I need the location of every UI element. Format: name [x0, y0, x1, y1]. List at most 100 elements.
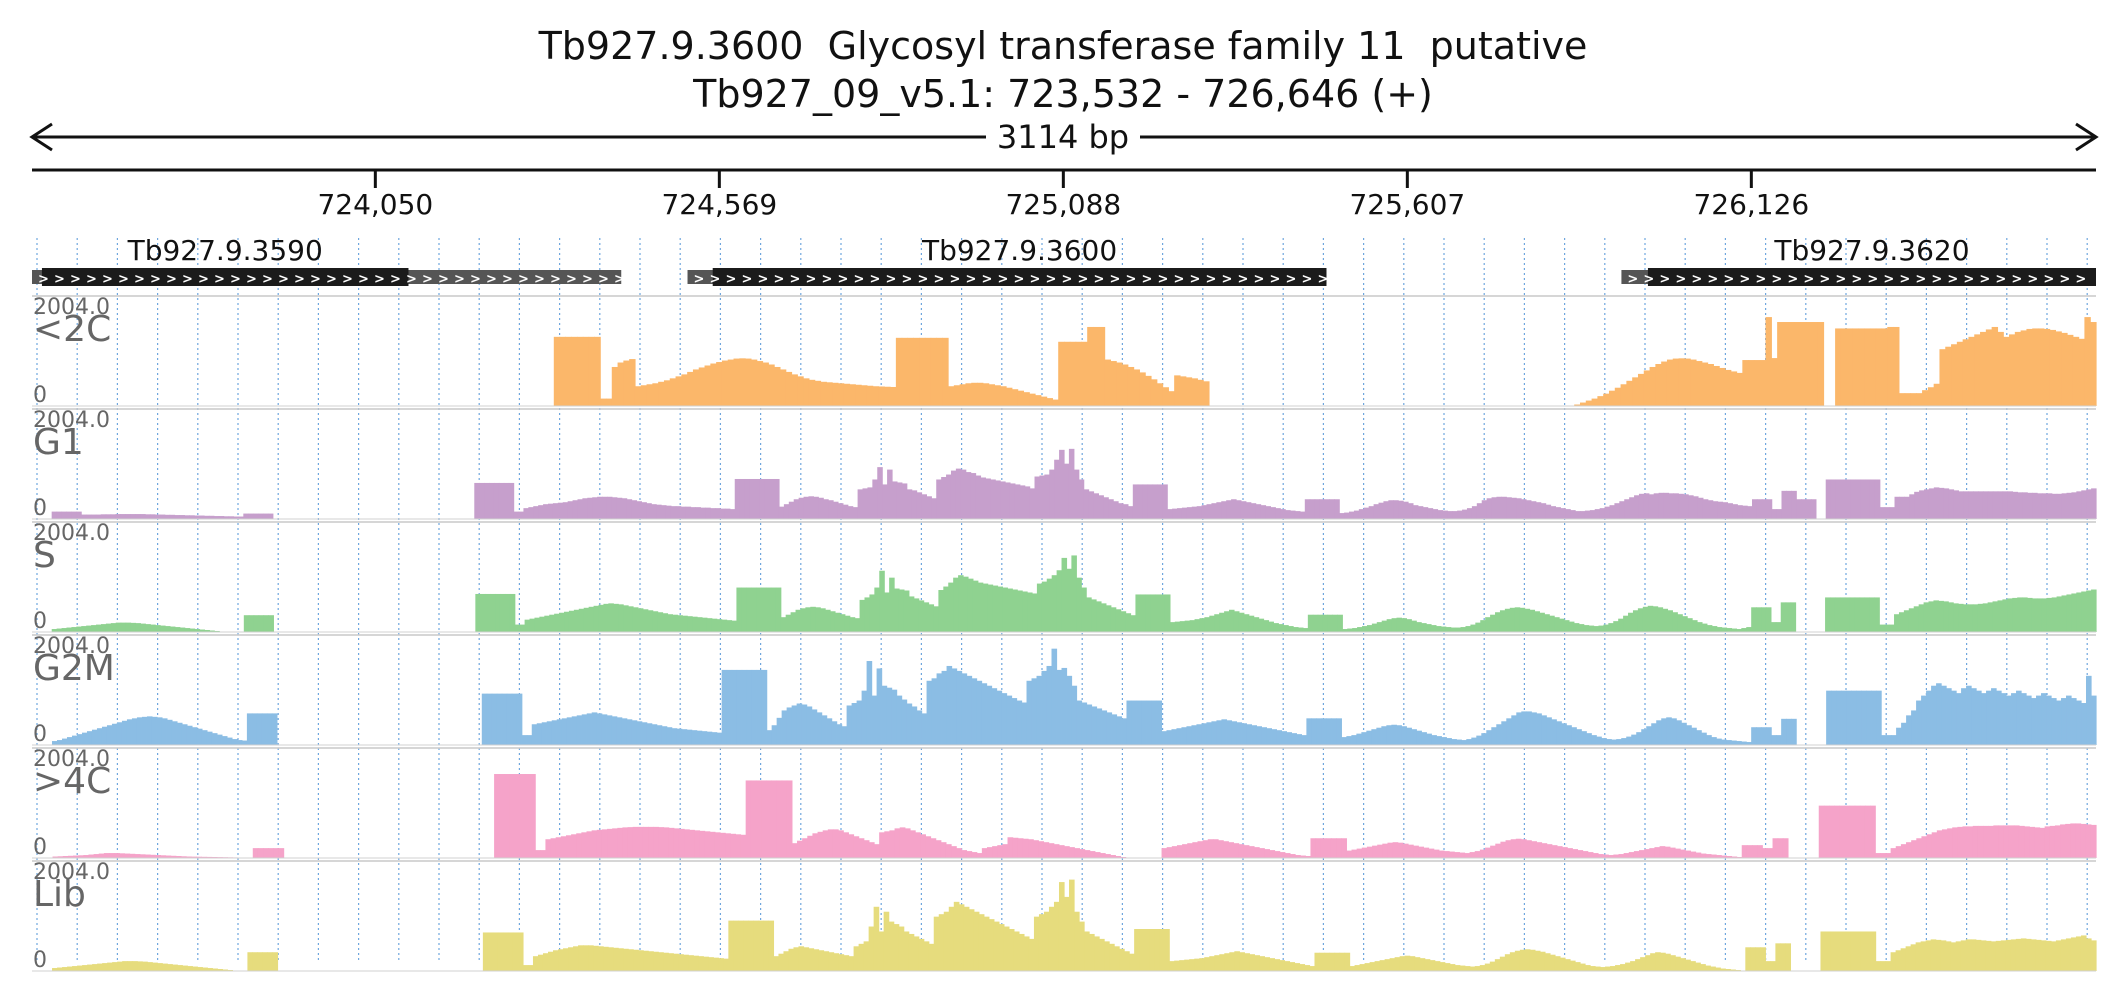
coverage-bar: [1671, 718, 1677, 745]
coverage-bar: [204, 630, 210, 632]
coverage-bar: [642, 609, 649, 632]
coverage-bar: [1069, 879, 1075, 971]
coverage-bar: [1864, 328, 1871, 406]
coverage-bar: [1706, 625, 1713, 632]
coverage-bar: [1664, 846, 1671, 858]
coverage-bar: [1850, 931, 1857, 971]
coverage-bar: [739, 478, 746, 519]
coverage-bar: [1066, 568, 1072, 632]
coverage-bar: [519, 774, 526, 858]
coverage-bar: [1924, 489, 1930, 519]
coverage-bar: [81, 626, 87, 632]
coverage-bar: [155, 855, 161, 858]
coverage-bar: [145, 624, 151, 632]
coverage-bar: [1870, 931, 1877, 971]
coverage-bar: [1288, 626, 1294, 632]
coverage-bar: [859, 599, 866, 632]
coverage-bar: [1958, 491, 1964, 519]
track-ymax-label: 2004.0: [33, 860, 110, 885]
coverage-bar: [884, 831, 891, 858]
coverage-bar: [812, 833, 819, 858]
coverage-bar: [661, 726, 668, 745]
coverage-bar: [1474, 851, 1481, 858]
coverage-bar: [1825, 479, 1832, 519]
coverage-bar: [881, 685, 888, 745]
coverage-bar: [1121, 364, 1129, 406]
coverage-bar: [1261, 727, 1268, 745]
coverage-bar: [67, 966, 73, 971]
coverage-bar: [1905, 946, 1912, 971]
coverage-bar: [745, 780, 752, 858]
coverage-bar: [1436, 736, 1442, 745]
coverage-bar: [1829, 597, 1836, 632]
coverage-bar: [783, 951, 790, 971]
coverage-bar: [177, 965, 183, 971]
coverage-bar: [517, 932, 524, 971]
coverage-bar: [608, 603, 614, 632]
coverage-bar: [1166, 730, 1173, 745]
coverage-bar: [1618, 618, 1624, 632]
coverage-bar: [665, 505, 672, 519]
coverage-bar: [637, 826, 644, 858]
coverage-bar: [965, 383, 972, 406]
coverage-bar: [1639, 850, 1645, 858]
coverage-bar: [1919, 490, 1925, 519]
coverage-bar: [725, 833, 731, 858]
coverage-bar: [1014, 484, 1021, 519]
coverage-bar: [169, 626, 176, 632]
coverage-bar: [721, 360, 729, 406]
coverage-bar: [1322, 614, 1329, 632]
coverage-bar: [690, 507, 697, 519]
coverage-bar: [2071, 698, 2077, 745]
coverage-bar: [759, 478, 765, 519]
coverage-bar: [82, 965, 88, 971]
coverage-bar: [632, 826, 639, 858]
coverage-bar: [1665, 953, 1671, 971]
coverage-bar: [1697, 497, 1704, 519]
coverage-bar: [731, 669, 738, 745]
coverage-bar: [172, 964, 178, 971]
coverage-bar: [1626, 380, 1633, 406]
coverage-bar: [1179, 621, 1186, 632]
coverage-bar: [1604, 506, 1611, 519]
strand-arrow: >: [262, 272, 273, 287]
coverage-bar: [499, 593, 506, 632]
coverage-bar: [97, 963, 103, 971]
coverage-bar: [1730, 371, 1738, 406]
coverage-bar: [100, 514, 107, 519]
coverage-bar: [1391, 724, 1397, 745]
coverage-bar: [218, 516, 225, 519]
coverage-bar: [1650, 953, 1656, 971]
coverage-bar: [1386, 619, 1393, 632]
coverage-bar: [1541, 843, 1548, 858]
coverage-bar: [1903, 610, 1910, 632]
coverage-bar: [868, 926, 875, 971]
coverage-bar: [1383, 501, 1389, 519]
coverage-bar: [1616, 739, 1622, 745]
coverage-bar: [1241, 723, 1248, 745]
coverage-bar: [1869, 479, 1876, 519]
track-ymax-label: 2004.0: [33, 295, 110, 320]
coverage-bar: [1628, 852, 1635, 858]
coverage-bar: [1256, 726, 1263, 745]
coverage-bar: [1391, 618, 1398, 632]
coverage-bar: [1971, 688, 1977, 745]
coverage-bar: [606, 715, 613, 745]
coverage-bar: [236, 740, 243, 745]
coverage-bar: [247, 952, 254, 971]
coverage-bar: [1672, 612, 1678, 632]
strand-arrow: >: [406, 272, 417, 287]
coverage-bar: [1568, 621, 1575, 632]
coverage-bar: [1470, 624, 1476, 632]
coverage-bar: [81, 514, 87, 519]
coverage-bar: [1870, 805, 1876, 858]
coverage-bar: [1312, 614, 1319, 632]
coverage-bar: [228, 516, 235, 519]
coverage-bar: [933, 606, 939, 632]
coverage-bar: [1574, 962, 1581, 971]
strand-arrow: >: [342, 272, 353, 287]
coverage-bar: [583, 945, 589, 971]
strand-arrow: >: [374, 272, 385, 287]
coverage-bar: [1706, 735, 1712, 745]
strand-arrow: >: [1094, 272, 1105, 287]
